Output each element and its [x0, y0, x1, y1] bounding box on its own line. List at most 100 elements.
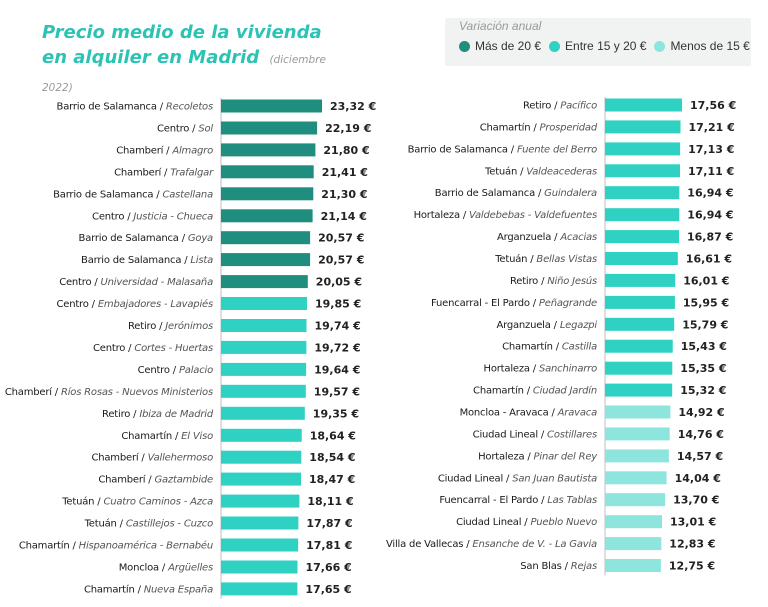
- chart-0-bar-22: [221, 582, 298, 596]
- chart-0-bar-7: [221, 253, 311, 267]
- chart-1-value-label-16: 14,57 €: [677, 450, 723, 463]
- chart-0-value-label-21: 17,66 €: [306, 561, 352, 574]
- chart-1-value-label-12: 15,35 €: [680, 362, 726, 375]
- chart-1-bar-7: [605, 252, 678, 265]
- chart-1-bar-9: [605, 295, 675, 309]
- chart-1-category-label-5: Hortaleza / Valdebebas - Valdefuentes: [414, 210, 597, 221]
- chart-0-category-label-9: Centro / Embajadores - Lavapiés: [56, 298, 213, 310]
- chart-1-value-label-1: 17,21 €: [689, 121, 735, 134]
- chart-0-category-label-3: Chamberí / Trafalgar: [114, 166, 214, 178]
- chart-0-value-label-16: 18,54 €: [309, 451, 355, 464]
- chart-1-value-label-13: 15,32 €: [680, 384, 726, 397]
- chart-0-bar-17: [221, 472, 301, 486]
- chart-0-category-label-20: Chamartín / Hispanoamérica - Bernabéu: [19, 540, 213, 552]
- legend-title: Variación anual: [459, 19, 542, 33]
- chart-0-value-label-18: 18,11 €: [307, 495, 353, 508]
- chart-1-category-label-17: Ciudad Lineal / San Juan Bautista: [438, 473, 597, 484]
- chart-1-value-label-5: 16,94 €: [687, 209, 733, 222]
- chart-1-category-label-3: Tetuán / Valdeacederas: [484, 165, 597, 177]
- chart-0-bar-19: [221, 516, 299, 530]
- legend-label-low: Menos de 15 €: [670, 39, 750, 53]
- legend-items: Más de 20 € Entre 15 y 20 € Menos de 15 …: [459, 39, 750, 53]
- chart-0-category-label-18: Tetuán / Cuatro Caminos - Azca: [61, 496, 213, 508]
- chart-title: Precio medio de la vivienda en alquiler …: [42, 20, 332, 101]
- chart-0-bar-1: [221, 121, 318, 135]
- chart-0-bar-16: [221, 450, 302, 464]
- chart-1-bar-0: [605, 98, 682, 112]
- chart-1-value-label-15: 14,76 €: [678, 428, 724, 441]
- chart-1-value-label-14: 14,92 €: [678, 406, 724, 419]
- chart-0-value-label-15: 18,64 €: [310, 429, 356, 442]
- chart-1-category-label-1: Chamartín / Prosperidad: [480, 121, 598, 133]
- chart-1-category-label-16: Hortaleza / Pinar del Rey: [478, 451, 598, 462]
- chart-0-value-label-11: 19,72 €: [314, 341, 360, 354]
- chart-subtitle: (diciembre 2022): [42, 54, 326, 94]
- chart-0-category-label-16: Chamberí / Vallehermoso: [91, 452, 213, 464]
- chart-0-bar-14: [221, 406, 305, 420]
- chart-1-bar-2: [605, 142, 681, 156]
- chart-0-bar-21: [221, 560, 298, 574]
- chart-0-bar-6: [221, 231, 311, 245]
- chart-1-value-label-21: 12,75 €: [669, 560, 715, 573]
- chart-1-category-label-12: Hortaleza / Sanchinarro: [484, 364, 598, 375]
- chart-0-bar-12: [221, 362, 307, 376]
- chart-0-category-label-2: Chamberí / Almagro: [116, 144, 213, 156]
- chart-1-category-label-4: Barrio de Salamanca / Guindalera: [435, 188, 597, 199]
- chart-1-value-label-10: 15,79 €: [682, 318, 728, 331]
- chart-1-bar-13: [605, 383, 673, 397]
- chart-0-bar-18: [221, 494, 300, 508]
- chart-0-value-label-19: 17,87 €: [306, 517, 352, 530]
- chart-0-value-label-1: 22,19 €: [325, 122, 371, 135]
- legend: Variación anual Más de 20 € Entre 15 y 2…: [445, 18, 751, 66]
- legend-swatch-high: [459, 40, 470, 52]
- chart-0-value-label-7: 20,57 €: [318, 254, 364, 267]
- chart-1-bar-15: [605, 427, 670, 441]
- chart-0-value-label-20: 17,81 €: [306, 539, 352, 552]
- chart-1-value-label-18: 13,70 €: [673, 494, 719, 507]
- chart-1-bar-21: [605, 559, 661, 572]
- chart-0-category-label-0: Barrio de Salamanca / Recoletos: [57, 102, 213, 113]
- chart-0-category-label-13: Chamberí / Ríos Rosas - Nuevos Ministeri…: [5, 386, 213, 398]
- chart-0-category-label-10: Retiro / Jerónimos: [128, 320, 213, 332]
- chart-1-bar-16: [605, 449, 669, 463]
- chart-1-value-label-3: 17,11 €: [688, 165, 734, 178]
- chart-0-value-label-22: 17,65 €: [305, 583, 351, 596]
- chart-0-value-label-12: 19,64 €: [314, 363, 360, 376]
- chart-1-bar-11: [605, 339, 673, 353]
- chart-0-category-label-21: Moncloa / Argüelles: [119, 563, 213, 574]
- chart-0-category-label-22: Chamartín / Nueva España: [84, 583, 213, 595]
- chart-0-bar-0: [221, 99, 322, 113]
- chart-1-bar-12: [605, 361, 673, 375]
- legend-swatch-low: [654, 40, 666, 52]
- chart-1-bar-5: [605, 208, 680, 222]
- chart-1-value-label-11: 15,43 €: [681, 340, 727, 353]
- legend-item-mid: Entre 15 y 20 €: [549, 39, 646, 53]
- chart-1-value-label-20: 12,83 €: [669, 538, 715, 551]
- chart-1-category-label-6: Arganzuela / Acacias: [497, 232, 597, 243]
- chart-1-category-label-11: Chamartín / Castilla: [502, 341, 597, 353]
- chart-1-bar-3: [605, 164, 680, 178]
- chart-0-bar-5: [221, 209, 313, 223]
- chart-1-category-label-0: Retiro / Pacífico: [523, 100, 597, 112]
- chart-0-value-label-2: 21,80 €: [323, 144, 369, 157]
- chart-0-category-label-14: Retiro / Ibiza de Madrid: [102, 409, 214, 420]
- legend-item-low: Menos de 15 €: [654, 39, 750, 53]
- chart-0-bar-11: [221, 340, 307, 354]
- chart-1-category-label-21: San Blas / Rejas: [520, 561, 597, 572]
- chart-0-category-label-17: Chamberí / Gaztambide: [98, 474, 213, 486]
- chart-0-value-label-10: 19,74 €: [315, 320, 361, 333]
- chart-0-value-label-8: 20,05 €: [316, 276, 362, 289]
- chart-1-category-label-2: Barrio de Salamanca / Fuente del Berro: [408, 144, 597, 155]
- chart-0-value-label-5: 21,14 €: [321, 210, 367, 223]
- chart-1-value-label-0: 17,56 €: [690, 99, 736, 112]
- chart-0-bar-4: [221, 187, 314, 201]
- chart-1-category-label-8: Retiro / Niño Jesús: [510, 275, 597, 287]
- chart-0-value-label-6: 20,57 €: [318, 232, 364, 245]
- chart-1-category-label-10: Arganzuela / Legazpi: [496, 320, 597, 331]
- chart-1-value-label-8: 16,01 €: [683, 274, 729, 287]
- chart-title-text: Precio medio de la vivienda en alquiler …: [42, 22, 322, 68]
- chart-0-value-label-14: 19,35 €: [313, 407, 359, 420]
- chart-1-bar-10: [605, 317, 675, 331]
- chart-0-value-label-17: 18,47 €: [309, 473, 355, 486]
- chart-0-bar-8: [221, 275, 308, 289]
